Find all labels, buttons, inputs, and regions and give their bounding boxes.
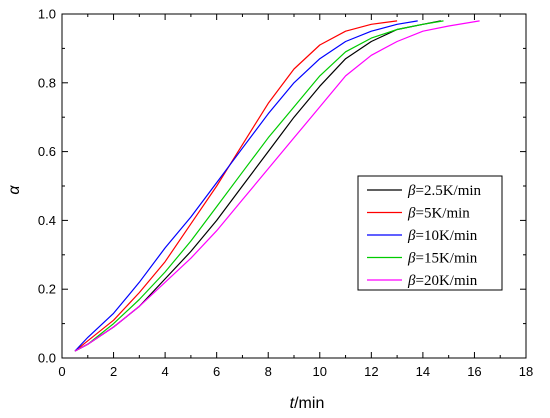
- x-tick-label: 14: [416, 364, 430, 379]
- y-tick-label: 0.0: [38, 351, 56, 366]
- legend-label: β=15K/min: [407, 251, 478, 267]
- x-axis-ticks: 0 2 4 6 8 10 12 14 16 18: [58, 14, 533, 379]
- series-line-5: [74, 20, 480, 352]
- legend-label-value: =15K/min: [415, 251, 477, 267]
- series-line-4: [74, 20, 444, 352]
- x-tick-label: 12: [364, 364, 378, 379]
- y-axis-title: α: [6, 185, 23, 195]
- y-tick-label: 1.0: [38, 7, 56, 22]
- legend-label-value: =5K/min: [415, 206, 470, 222]
- legend-label: β=5K/min: [407, 206, 470, 222]
- legend-label-symbol: β: [407, 206, 416, 222]
- legend-box: [357, 175, 503, 291]
- x-tick-label: 2: [110, 364, 117, 379]
- x-tick-label: 16: [467, 364, 481, 379]
- x-tick-label: 10: [313, 364, 327, 379]
- legend-label: β=20K/min: [407, 273, 478, 289]
- series-line-3: [74, 20, 418, 352]
- y-tick-label: 0.8: [38, 75, 56, 90]
- y-tick-label: 0.2: [38, 282, 56, 297]
- x-tick-label: 4: [161, 364, 168, 379]
- x-axis-title-unit: /min: [294, 395, 324, 412]
- legend-label-value: =2.5K/min: [415, 183, 481, 199]
- y-axis-ticks: 0.0 0.2 0.4 0.6 0.8 1.0: [38, 7, 526, 366]
- legend-label-value: =20K/min: [415, 273, 477, 289]
- x-tick-label: 18: [519, 364, 533, 379]
- legend: β=2.5K/minβ=5K/minβ=10K/minβ=15K/minβ=20…: [357, 175, 503, 291]
- x-tick-label: 8: [265, 364, 272, 379]
- x-tick-label: 0: [58, 364, 65, 379]
- legend-label-symbol: β: [407, 251, 416, 267]
- legend-label-symbol: β: [407, 183, 416, 199]
- x-axis-title: t/min: [290, 395, 325, 412]
- legend-label: β=2.5K/min: [407, 183, 482, 199]
- legend-label: β=10K/min: [407, 228, 478, 244]
- x-tick-label: 6: [213, 364, 220, 379]
- y-tick-label: 0.6: [38, 144, 56, 159]
- series-layer: [74, 20, 480, 352]
- x-axis-title-italic: t: [290, 395, 295, 412]
- y-tick-label: 0.4: [38, 213, 56, 228]
- legend-label-value: =10K/min: [415, 228, 477, 244]
- legend-label-symbol: β: [407, 273, 416, 289]
- legend-label-symbol: β: [407, 228, 416, 244]
